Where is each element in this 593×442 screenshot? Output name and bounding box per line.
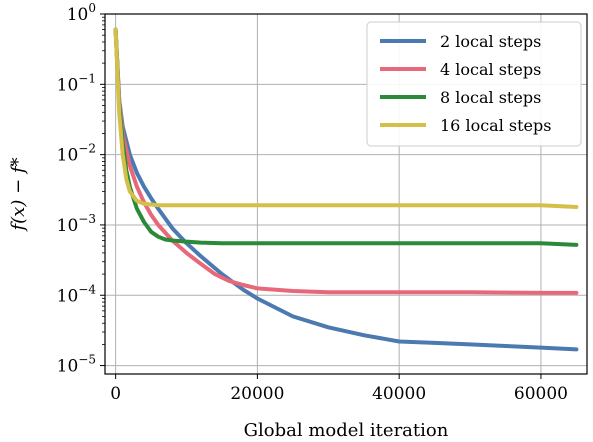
x-tick-label: 60000 bbox=[514, 384, 568, 404]
axis-ticks bbox=[100, 13, 542, 379]
series-line-2-local-steps bbox=[113, 27, 579, 352]
legend-label: 16 local steps bbox=[440, 116, 551, 135]
y-tick-label: 100 bbox=[67, 1, 96, 25]
y-tick-labels: 100 10−1 10−2 10−3 10−4 10−5 bbox=[57, 1, 97, 377]
x-axis-label: Global model iteration bbox=[244, 420, 449, 441]
y-axis-label: f(x) − f* bbox=[8, 157, 29, 232]
series-line-4-local-steps bbox=[113, 27, 579, 295]
legend-label: 4 local steps bbox=[440, 60, 541, 79]
y-tick-label: 10−3 bbox=[57, 212, 96, 236]
plot-series bbox=[113, 27, 579, 352]
y-tick-label: 10−4 bbox=[57, 282, 97, 306]
x-tick-label: 40000 bbox=[372, 384, 426, 404]
x-tick-label: 20000 bbox=[230, 384, 284, 404]
y-tick-label: 10−5 bbox=[57, 353, 96, 377]
y-tick-label: 10−2 bbox=[57, 142, 96, 166]
x-tick-label: 0 bbox=[110, 384, 121, 404]
legend-label: 8 local steps bbox=[440, 88, 541, 107]
plot-frame bbox=[104, 13, 588, 375]
legend-label: 2 local steps bbox=[440, 32, 541, 51]
series-line-16-local-steps bbox=[113, 27, 579, 209]
y-tick-label: 10−1 bbox=[57, 71, 96, 95]
legend-box bbox=[366, 21, 582, 147]
x-tick-labels: 0 20000 40000 60000 bbox=[110, 384, 568, 404]
legend: 2 local steps 4 local steps 8 local steps 1… bbox=[366, 21, 582, 147]
